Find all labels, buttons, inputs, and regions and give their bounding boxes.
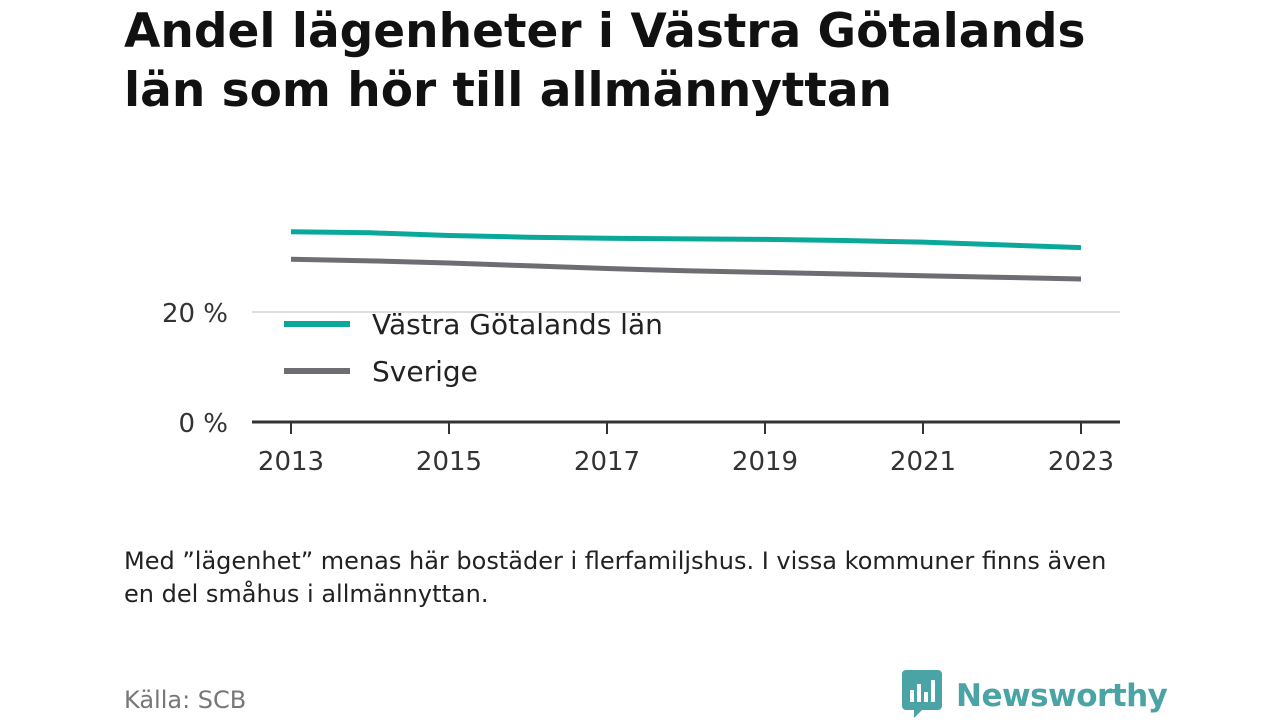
legend-label: Västra Götalands län: [372, 308, 663, 341]
x-tick-label: 2023: [1048, 447, 1114, 477]
y-axis-labels: 0 % 20 %: [162, 299, 228, 439]
brand-name: Newsworthy: [956, 678, 1168, 714]
source-label: Källa: SCB: [124, 686, 247, 714]
x-tick-label: 2021: [890, 447, 956, 477]
x-tick-label: 2015: [416, 447, 482, 477]
x-tick-label: 2013: [258, 447, 324, 477]
legend: Västra Götalands län Sverige: [284, 308, 663, 388]
x-tick-label: 2019: [732, 447, 798, 477]
legend-label: Sverige: [372, 355, 478, 388]
newsworthy-logo-icon: [902, 670, 942, 722]
y-tick-label: 20 %: [162, 299, 228, 329]
brand-logo[interactable]: Newsworthy: [902, 670, 1168, 722]
series-lines: [290, 229, 1082, 282]
x-axis: 2013 2015 2017 2019 2021 2023: [252, 420, 1120, 477]
chart-title: Andel lägenheter i Västra Götalands län …: [124, 4, 1086, 118]
y-tick-label: 0 %: [178, 409, 228, 439]
series-line: [290, 229, 1082, 251]
series-line: [290, 256, 1082, 282]
x-tick-label: 2017: [574, 447, 640, 477]
chart-footnote: Med ”lägenhet” menas här bostäder i fler…: [124, 547, 1107, 608]
